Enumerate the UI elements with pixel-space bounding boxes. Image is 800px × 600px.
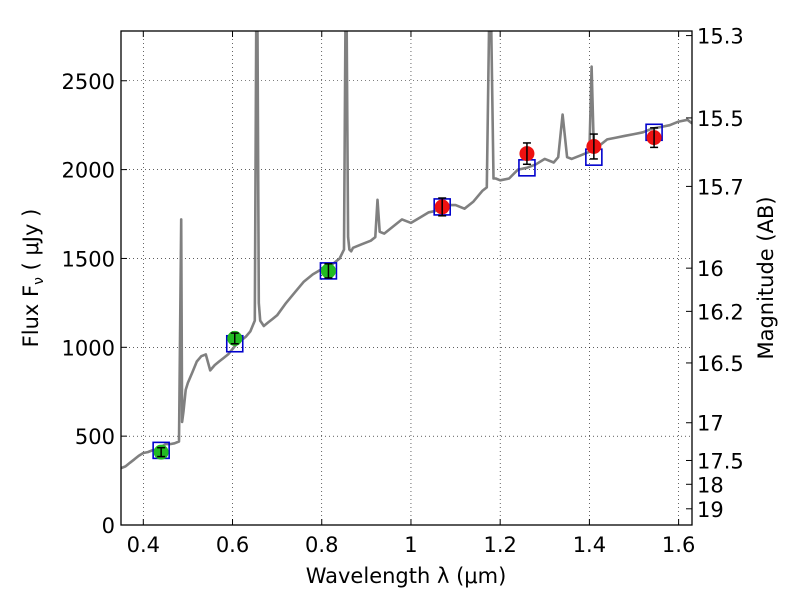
x-tick-label: 1.4 (573, 533, 606, 557)
right-tick-label: 15.7 (697, 175, 744, 199)
y-axis-label-subscript: ν (31, 277, 47, 285)
plot-data (121, 31, 692, 470)
x-tick-label: 1.2 (483, 533, 516, 557)
right-tick-label: 15.3 (697, 25, 744, 49)
y-tick-label: 1000 (62, 336, 115, 360)
axis-ticks: 0.4 0.6 0.8 1 1.2 1.4 1.6 0 500 1000 1500 2000 2500 1… (62, 25, 744, 557)
x-tick-label: 1 (404, 533, 417, 557)
plot-frame (120, 30, 693, 526)
y-axis-label-unit: ( μJy ) (19, 209, 43, 277)
grid-lines (121, 31, 692, 525)
right-tick-label: 19 (697, 498, 724, 522)
right-axis-label: Magnitude (AB) (754, 196, 778, 359)
x-tick-label: 0.6 (216, 533, 249, 557)
y-tick-label: 500 (75, 425, 115, 449)
right-tick-label: 17 (697, 412, 724, 436)
synthetic-photometry-square (319, 262, 338, 280)
y-tick-label: 2500 (62, 70, 115, 94)
right-tick-label: 17.5 (697, 449, 744, 473)
y-tick-label: 2000 (62, 159, 115, 183)
model-spectrum-line (121, 31, 692, 470)
y-tick-label: 0 (102, 514, 115, 538)
y-tick-label: 1500 (62, 247, 115, 271)
x-tick-label: 0.8 (305, 533, 338, 557)
x-tick-label: 1.6 (662, 533, 695, 557)
right-tick-label: 16 (697, 257, 724, 281)
right-tick-label: 18 (697, 473, 724, 497)
right-tick-label: 16.5 (697, 352, 744, 376)
y-axis-label-prefix: Flux F (19, 285, 43, 347)
y-axis-label: Flux Fν ( μJy ) (19, 209, 47, 348)
right-tick-label: 15.5 (697, 107, 744, 131)
right-tick-label: 16.2 (697, 300, 744, 324)
x-tick-label: 0.4 (127, 533, 160, 557)
x-axis-label: Wavelength λ (μm) (306, 564, 507, 588)
